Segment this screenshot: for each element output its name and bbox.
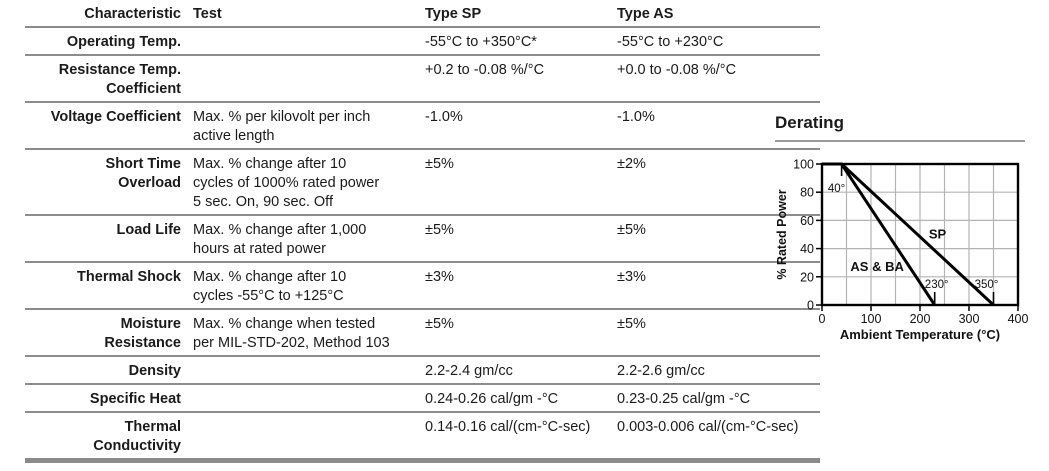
annotation-label: 230°	[925, 279, 949, 291]
type-sp-cell: 0.24-0.26 cal/gm -°C	[425, 384, 617, 413]
y-tick-label: 0	[807, 299, 814, 313]
table-row: Thermal Shock Max. % change after 10 cycl…	[25, 262, 820, 310]
table-row: Short Time Overload Max. % change after 1…	[25, 149, 820, 216]
y-tick-label: 60	[800, 214, 814, 228]
test-cell	[185, 356, 425, 385]
test-cell: Max. % change after 1,000 hours at rated…	[185, 215, 425, 263]
characteristic-cell: Short Time Overload	[25, 149, 185, 216]
y-tick-label: 20	[800, 270, 814, 284]
annotation-label: 350°	[975, 279, 999, 291]
characteristic-cell: Thermal Conductivity	[25, 412, 185, 463]
table-row: Thermal Conductivity 0.14-0.16 cal/(cm-°C…	[25, 412, 820, 463]
type-as-cell: +0.0 to -0.08 %/°C	[617, 55, 820, 103]
spec-table: Characteristic Test Type SP Type AS Oper…	[25, 0, 820, 463]
col-header-type-sp: Type SP	[425, 0, 617, 28]
type-sp-cell: -1.0%	[425, 102, 617, 150]
characteristic-cell: Moisture Resistance	[25, 309, 185, 357]
characteristic-cell: Resistance Temp. Coefficient	[25, 55, 185, 103]
x-tick-label: 200	[910, 312, 931, 326]
test-cell	[185, 55, 425, 103]
characteristic-cell: Voltage Coefficient	[25, 102, 185, 150]
type-as-cell: ±2%	[617, 149, 820, 216]
type-as-cell: ±5%	[617, 309, 820, 357]
test-cell: Max. % per kilovolt per inch active leng…	[185, 102, 425, 150]
series-label: SP	[929, 227, 947, 242]
table-row: Specific Heat 0.24-0.26 cal/gm -°C 0.23-0.…	[25, 384, 820, 413]
x-tick-label: 400	[1008, 312, 1029, 326]
series-line-sp	[822, 162, 995, 307]
col-header-type-as: Type AS	[617, 0, 820, 28]
characteristic-cell: Operating Temp.	[25, 27, 185, 56]
type-as-cell: ±3%	[617, 262, 820, 310]
series-label: AS & BA	[850, 259, 904, 274]
plot-border	[820, 162, 1020, 307]
table-row: Voltage Coefficient Max. % per kilovolt p…	[25, 102, 820, 150]
type-sp-cell: 2.2-2.4 gm/cc	[425, 356, 617, 385]
test-cell	[185, 384, 425, 413]
type-sp-cell: 0.14-0.16 cal/(cm-°C-sec)	[425, 412, 617, 463]
table-header-row: Characteristic Test Type SP Type AS	[25, 0, 820, 28]
type-as-cell: -55°C to +230°C	[617, 27, 820, 56]
table-row: Resistance Temp. Coefficient +0.2 to -0.0…	[25, 55, 820, 103]
type-as-cell: 2.2-2.6 gm/cc	[617, 356, 820, 385]
type-as-cell: ±5%	[617, 215, 820, 263]
x-tick-label: 0	[819, 312, 826, 326]
test-cell: Max. % change after 10 cycles -55°C to +…	[185, 262, 425, 310]
type-as-cell: -1.0%	[617, 102, 820, 150]
test-cell: Max. % change when tested per MIL-STD-20…	[185, 309, 425, 357]
characteristic-cell: Specific Heat	[25, 384, 185, 413]
y-tick-label: 80	[800, 186, 814, 200]
x-tick-label: 100	[861, 312, 882, 326]
spec-table-body: Operating Temp. -55°C to +350°C* -55°C to …	[25, 27, 820, 463]
derating-heading: Derating	[775, 113, 1025, 142]
type-sp-cell: ±5%	[425, 149, 617, 216]
type-sp-cell: ±5%	[425, 309, 617, 357]
y-tick-label: 100	[793, 158, 814, 172]
type-sp-cell: +0.2 to -0.08 %/°C	[425, 55, 617, 103]
type-as-cell: 0.003-0.006 cal/(cm-°C-sec)	[617, 412, 820, 463]
table-row: Load Life Max. % change after 1,000 hours…	[25, 215, 820, 263]
test-cell	[185, 412, 425, 463]
x-axis-title: Ambient Temperature (°C)	[840, 327, 1000, 342]
derating-chart: 0 100 200 300 400 0 20 40 60 80 100 SP AS & BA 40° 230…	[775, 158, 1029, 343]
type-as-cell: 0.23-0.25 cal/gm -°C	[617, 384, 820, 413]
col-header-characteristic: Characteristic	[25, 0, 185, 28]
test-cell: Max. % change after 10 cycles of 1000% r…	[185, 149, 425, 216]
x-tick-label: 300	[959, 312, 980, 326]
annotation-label: 40°	[828, 183, 845, 195]
table-row: Moisture Resistance Max. % change when te…	[25, 309, 820, 357]
y-tick-label: 40	[800, 242, 814, 256]
y-axis-title: % Rated Power	[775, 189, 789, 279]
table-row: Operating Temp. -55°C to +350°C* -55°C to …	[25, 27, 820, 56]
type-sp-cell: ±3%	[425, 262, 617, 310]
test-cell	[185, 27, 425, 56]
characteristic-cell: Thermal Shock	[25, 262, 185, 310]
table-row: Density 2.2-2.4 gm/cc 2.2-2.6 gm/cc	[25, 356, 820, 385]
type-sp-cell: -55°C to +350°C*	[425, 27, 617, 56]
characteristic-cell: Density	[25, 356, 185, 385]
col-header-test: Test	[185, 0, 425, 28]
type-sp-cell: ±5%	[425, 215, 617, 263]
characteristic-cell: Load Life	[25, 215, 185, 263]
